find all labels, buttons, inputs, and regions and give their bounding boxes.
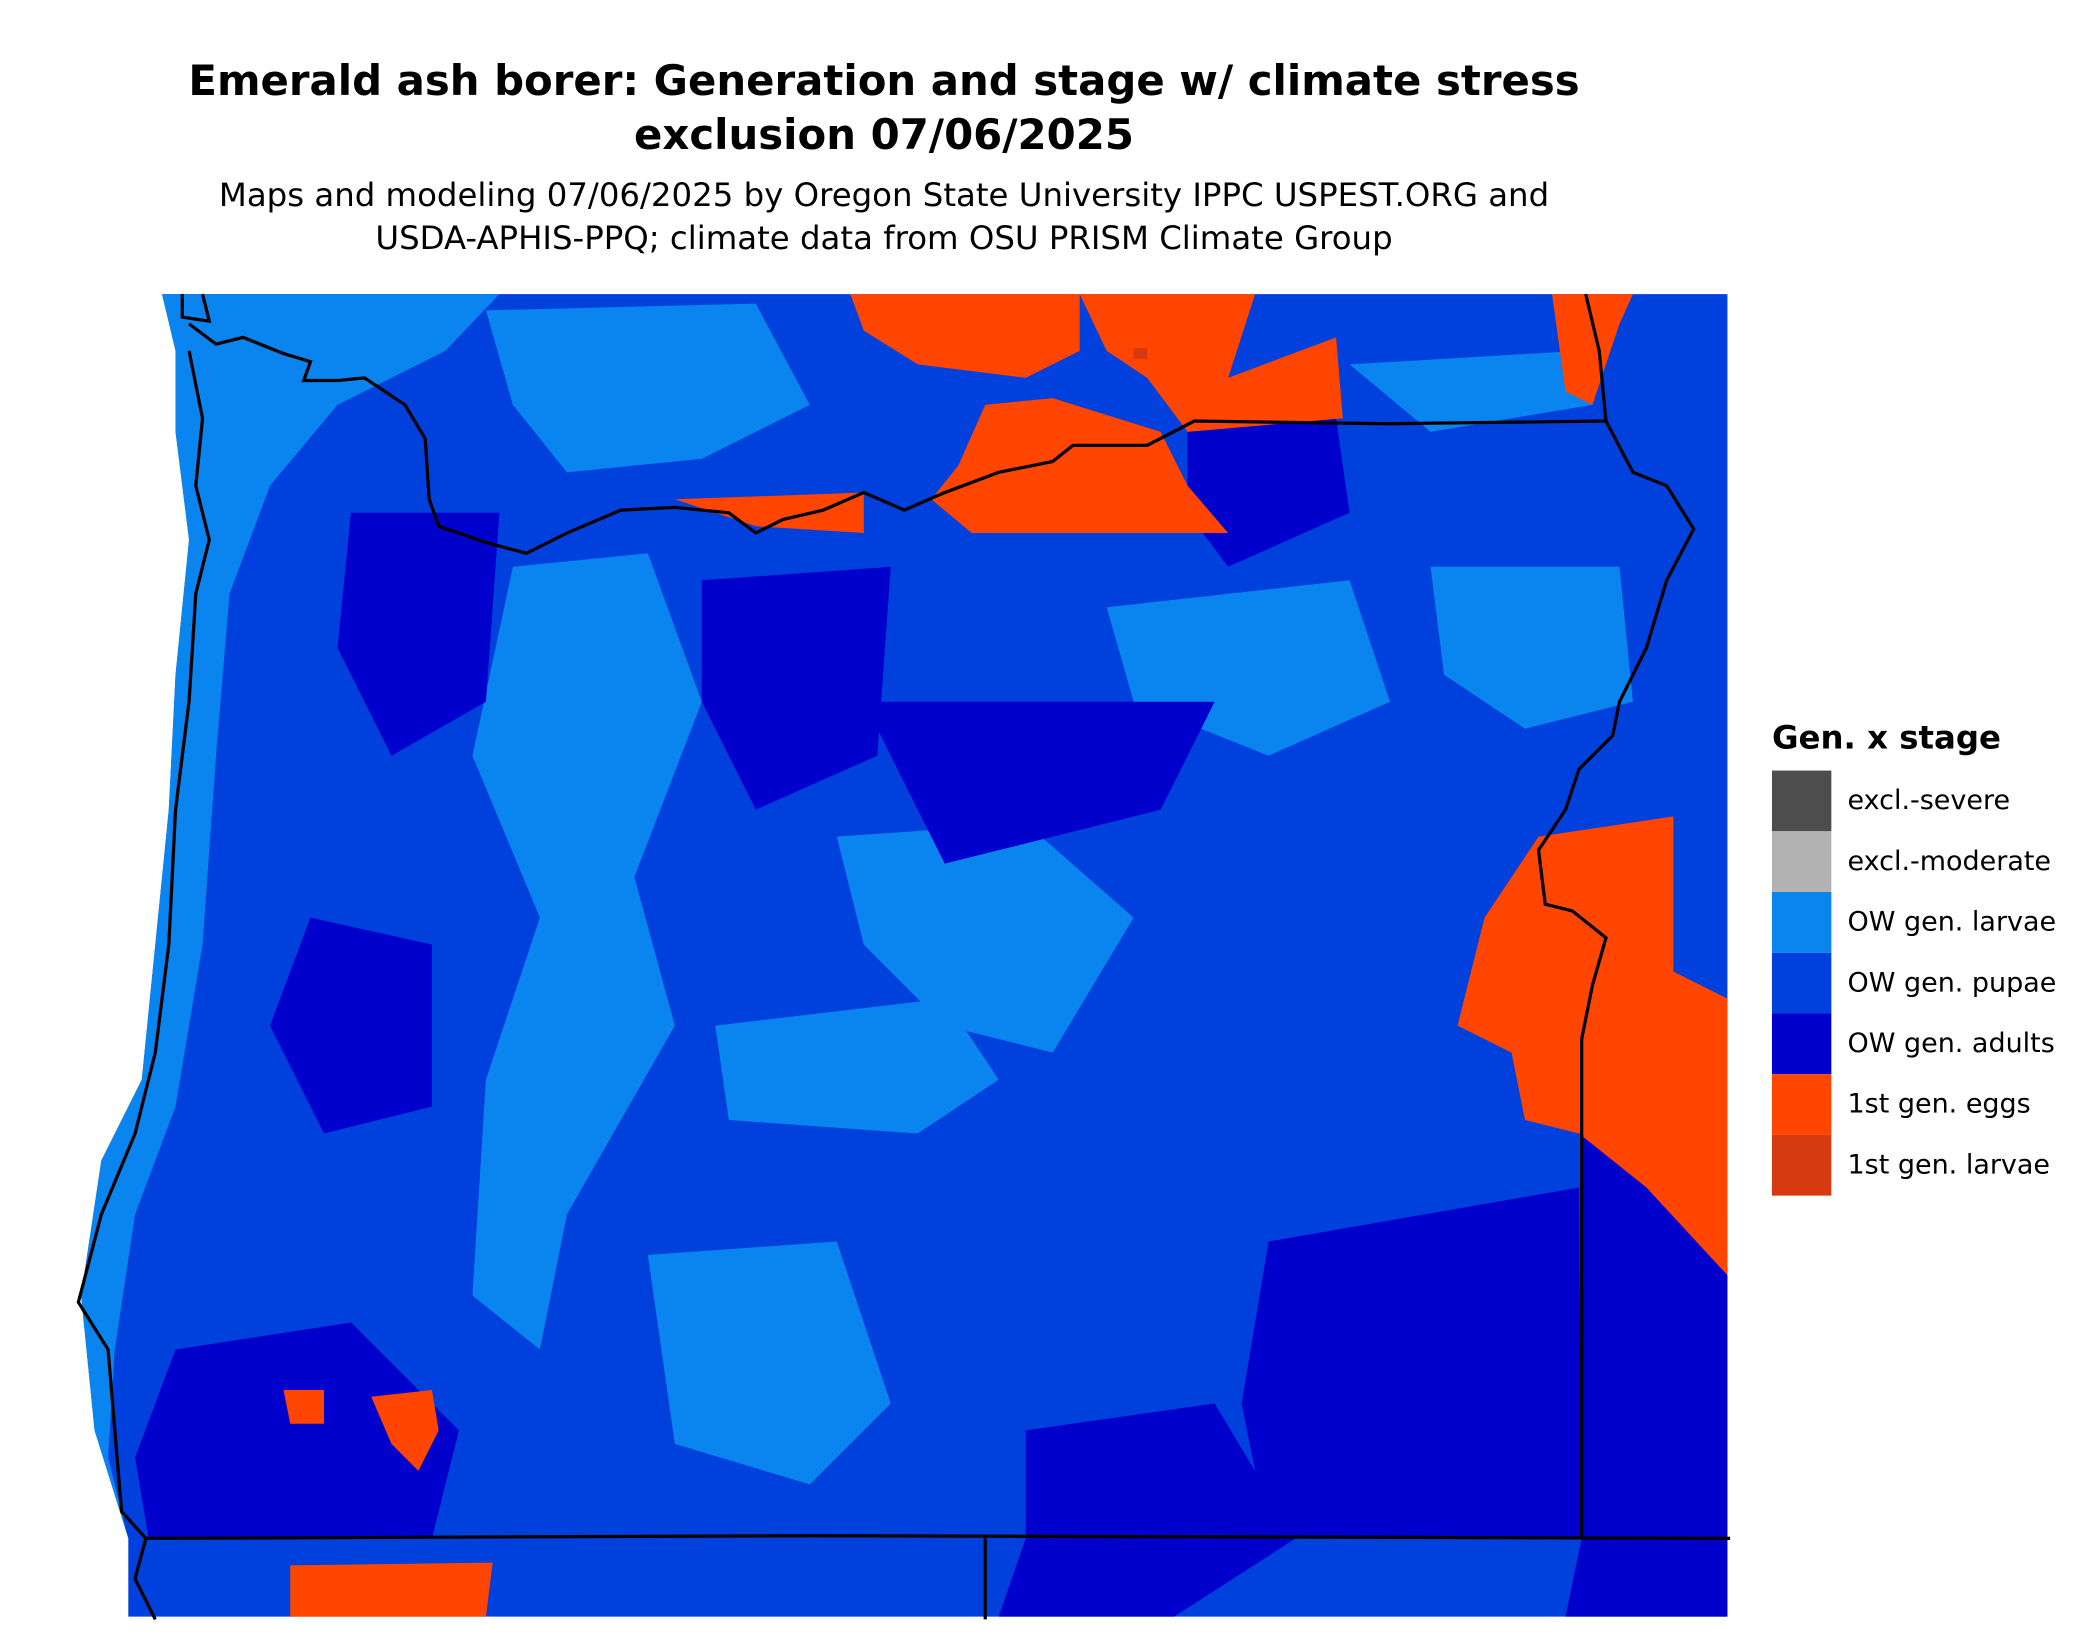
legend-label: OW gen. adults: [1848, 1028, 2055, 1059]
region: [701, 566, 891, 810]
region: [485, 303, 810, 473]
region: [337, 512, 500, 756]
map: [76, 293, 1731, 1621]
legend-label: OW gen. pupae: [1848, 967, 2057, 998]
region: [1552, 294, 1633, 405]
legend-label: excl.-severe: [1848, 785, 2011, 816]
border: [180, 293, 1607, 556]
region: [1079, 294, 1343, 432]
coast: [76, 350, 211, 1621]
legend-swatch: [1771, 1074, 1832, 1135]
region: [472, 553, 702, 1350]
border: [1536, 293, 1696, 1539]
title-line: exclusion 07/06/2025: [634, 110, 1134, 159]
region: [1430, 566, 1633, 729]
region: [81, 294, 500, 1539]
border: [145, 1534, 1731, 1620]
region: [931, 398, 1229, 534]
region: [850, 294, 1080, 378]
region: [998, 1403, 1296, 1617]
region: [674, 492, 864, 534]
legend-swatch: [1771, 952, 1832, 1014]
region: [1457, 816, 1728, 1276]
region: [1241, 1187, 1582, 1539]
subtitle-line: Maps and modeling 07/06/2025 by Oregon S…: [219, 176, 1549, 214]
legend-swatch: [1771, 1013, 1832, 1075]
region: [270, 917, 432, 1134]
legend-title: Gen. x stage: [1772, 719, 2001, 757]
legend-label: 1st gen. larvae: [1848, 1149, 2050, 1180]
region: [647, 1241, 891, 1485]
legend-swatch: [1771, 1134, 1832, 1196]
region: [836, 823, 1134, 1053]
subtitle-line: USDA-APHIS-PPQ; climate data from OSU PR…: [375, 219, 1392, 257]
region: [290, 1562, 493, 1617]
legend-swatch: [1771, 891, 1832, 953]
region: [283, 1389, 324, 1424]
legend-label: excl.-moderate: [1848, 846, 2051, 877]
region: [863, 701, 1215, 864]
title-line: Emerald ash borer: Generation and stage …: [188, 56, 1579, 105]
region: [1349, 350, 1593, 432]
legend-swatch: [1771, 831, 1832, 892]
region: [135, 1322, 459, 1539]
region: [1565, 1106, 1728, 1617]
legend-swatch: [1771, 770, 1832, 832]
region: [715, 998, 999, 1134]
legend-label: OW gen. larvae: [1848, 907, 2057, 938]
legend: excl.-severe excl.-moderate OW gen. larvae…: [1771, 770, 2057, 1196]
region: [371, 1389, 439, 1471]
region: [1133, 348, 1148, 359]
legend-label: 1st gen. eggs: [1848, 1089, 2031, 1120]
region: [1187, 418, 1350, 567]
